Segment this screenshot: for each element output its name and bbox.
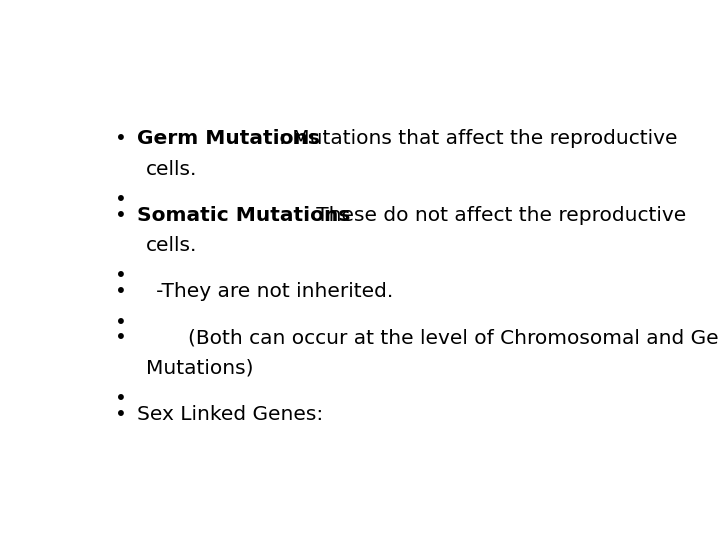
Text: (Both can occur at the level of Chromosomal and Gene: (Both can occur at the level of Chromoso… <box>138 328 720 347</box>
Text: cells.: cells. <box>145 160 197 179</box>
Text: •: • <box>114 405 127 424</box>
Text: •: • <box>114 266 127 286</box>
Text: Germ Mutations: Germ Mutations <box>138 129 320 149</box>
Text: •: • <box>114 313 127 332</box>
Text: cells.: cells. <box>145 236 197 255</box>
Text: : These do not affect the reproductive: : These do not affect the reproductive <box>303 206 686 225</box>
Text: : Mutations that affect the reproductive: : Mutations that affect the reproductive <box>279 129 678 149</box>
Text: •: • <box>114 389 127 408</box>
Text: •: • <box>114 129 127 149</box>
Text: Mutations): Mutations) <box>145 359 253 378</box>
Text: -They are not inherited.: -They are not inherited. <box>138 282 394 301</box>
Text: •: • <box>114 282 127 301</box>
Text: •: • <box>114 206 127 225</box>
Text: •: • <box>114 190 127 209</box>
Text: Sex Linked Genes:: Sex Linked Genes: <box>138 405 324 424</box>
Text: •: • <box>114 328 127 347</box>
Text: Somatic Mutations: Somatic Mutations <box>138 206 351 225</box>
